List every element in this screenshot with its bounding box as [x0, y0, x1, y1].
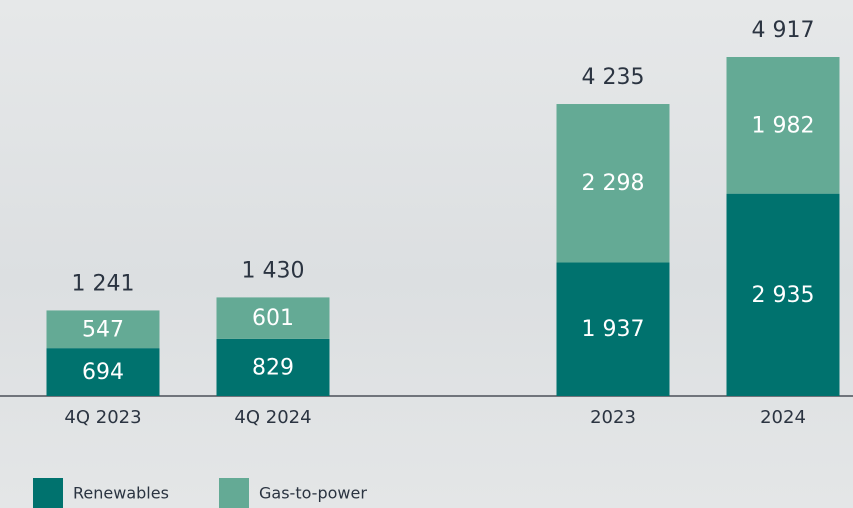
- total-label: 4 235: [582, 65, 645, 90]
- chart: 694 547 1 241 4Q 2023 829 601 1 430 4Q 2024 1 93…: [0, 0, 853, 508]
- segment-label: 1 982: [752, 113, 815, 138]
- segment-label: 2 935: [752, 283, 815, 308]
- total-label: 1 430: [242, 258, 305, 283]
- segment-label: 1 937: [582, 317, 645, 342]
- x-tick-label: 2024: [760, 407, 806, 428]
- segment-label: 601: [252, 306, 294, 331]
- legend-label: Gas-to-power: [259, 484, 367, 503]
- x-tick-label: 4Q 2023: [64, 407, 141, 428]
- segment-label: 547: [82, 317, 124, 342]
- segment-label: 829: [252, 355, 294, 380]
- x-tick-label: 4Q 2024: [234, 407, 311, 428]
- segment-label: 694: [82, 360, 124, 385]
- segment-label: 2 298: [582, 171, 645, 196]
- total-label: 4 917: [752, 18, 815, 43]
- legend-label: Renewables: [73, 484, 169, 503]
- legend-swatch: [219, 478, 249, 508]
- x-tick-label: 2023: [590, 407, 636, 428]
- total-label: 1 241: [72, 271, 135, 296]
- legend-swatch: [33, 478, 63, 508]
